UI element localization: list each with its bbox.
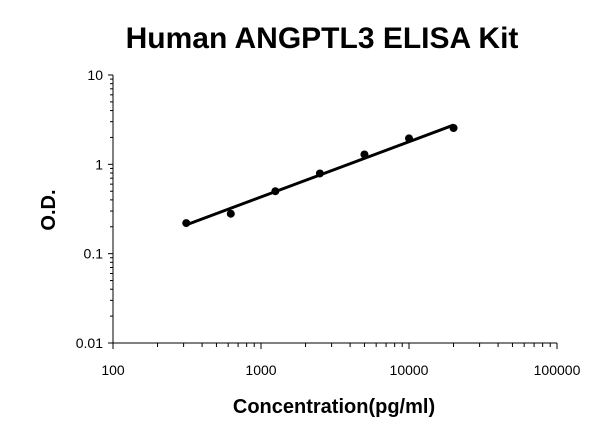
x-tick-label: 100000: [534, 362, 581, 378]
chart-title: Human ANGPTL3 ELISA Kit: [126, 22, 519, 55]
y-tick-label: 0.01: [76, 335, 103, 351]
x-axis-label: Concentration(pg/ml): [233, 396, 435, 418]
data-point: [182, 219, 191, 228]
data-points-layer: [182, 124, 458, 228]
y-axis-label: O.D.: [38, 189, 60, 230]
y-tick-label: 1: [95, 156, 103, 172]
y-ticks: 0.01 0.1 1 10: [76, 67, 113, 351]
data-point: [226, 209, 235, 218]
x-tick-label: 100: [101, 362, 125, 378]
data-point: [315, 169, 324, 178]
data-point: [271, 187, 280, 196]
data-point: [360, 150, 369, 159]
x-tick-label: 10000: [390, 362, 429, 378]
data-point: [449, 124, 458, 133]
axes: [112, 75, 557, 344]
y-tick-label: 0.1: [84, 246, 104, 262]
x-ticks: 100 1000 10000 100000: [101, 343, 581, 378]
data-point: [405, 134, 413, 143]
x-tick-label: 1000: [245, 362, 276, 378]
y-tick-label: 10: [87, 67, 103, 83]
